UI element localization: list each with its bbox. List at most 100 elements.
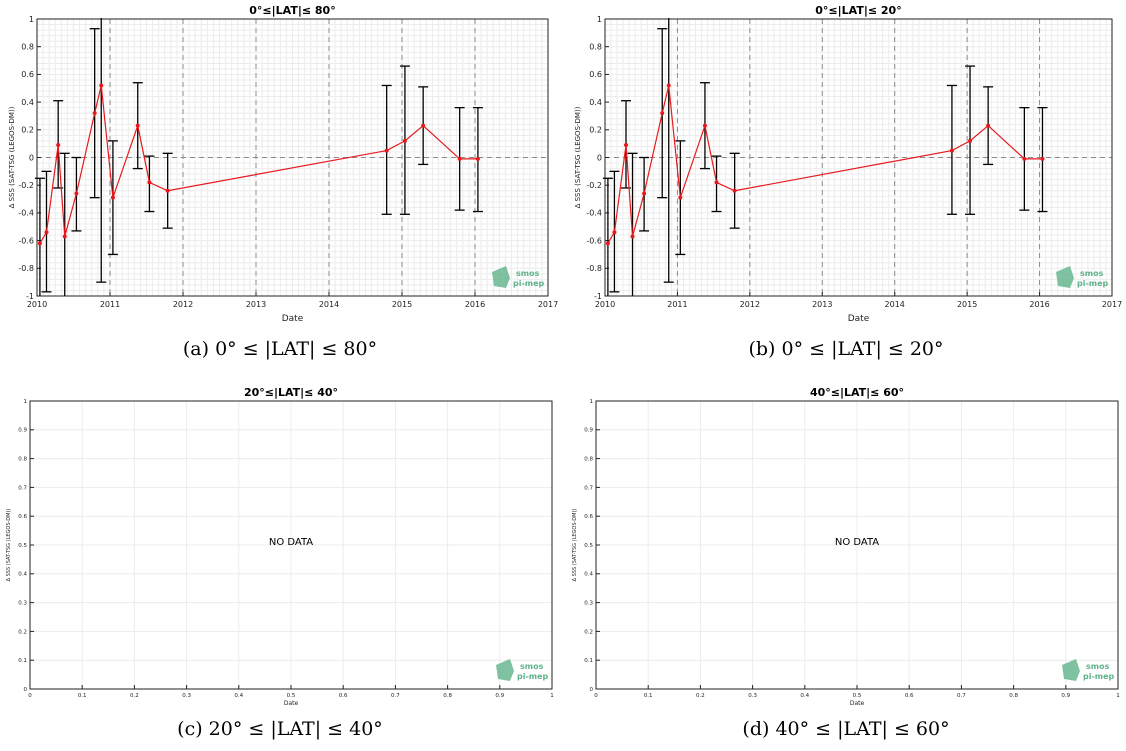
caption-b: (b) 0° ≤ |LAT| ≤ 20° xyxy=(748,338,944,360)
y-tick-label: 0.4 xyxy=(589,98,602,107)
data-point xyxy=(624,143,629,148)
x-tick-label: 0.4 xyxy=(234,693,243,699)
data-point xyxy=(986,123,991,128)
y-tick-label: 0.4 xyxy=(584,572,593,578)
data-point xyxy=(62,234,67,239)
y-tick-label: 0.4 xyxy=(18,572,27,578)
data-point xyxy=(99,83,104,88)
y-tick-label: 0.5 xyxy=(18,543,27,549)
y-tick-label: -0.8 xyxy=(18,264,34,273)
x-tick-label: 2011 xyxy=(100,300,120,309)
x-tick-label: 0.4 xyxy=(800,693,809,699)
svg-text:smos: smos xyxy=(1086,662,1110,671)
x-tick-label: 2017 xyxy=(1102,300,1122,309)
data-point xyxy=(457,156,462,161)
series-line xyxy=(607,85,1043,244)
x-tick-label: 2012 xyxy=(173,300,193,309)
chart-panel-c: 0 0.1 0.2 0.3 0.4 0.5 0.6 0.7 0.8 0.9 1 0 0.1 0.2 0.3 0… xyxy=(0,380,560,710)
y-tick-label: -0.2 xyxy=(18,181,34,190)
svg-text:pi-mep: pi-mep xyxy=(513,279,545,288)
y-tick-label: 1 xyxy=(597,15,602,24)
y-tick-label: 0.7 xyxy=(584,485,593,491)
x-tick-label: 2015 xyxy=(957,300,977,309)
y-tick-label: 0.6 xyxy=(589,70,602,79)
no-data-message: NO DATA xyxy=(269,537,313,548)
y-tick-label: -0.6 xyxy=(18,236,34,245)
x-tick-label: 2011 xyxy=(667,300,687,309)
chart-d-svg: 0 0.1 0.2 0.3 0.4 0.5 0.6 0.7 0.8 0.9 1 0 0.1 0.2 0.3 0… xyxy=(572,386,1120,707)
data-point xyxy=(1040,156,1045,161)
data-point xyxy=(135,123,140,128)
data-point xyxy=(642,191,647,196)
y-tick-label: 0.9 xyxy=(584,428,593,434)
y-axis-label: Δ SSS (SAT-TSG (LEGOS-DM)) xyxy=(574,106,582,208)
x-axis-label: Date xyxy=(284,700,299,707)
x-tick-label: 0 xyxy=(28,693,32,699)
no-data-message: NO DATA xyxy=(835,537,879,548)
x-tick-label: 0.5 xyxy=(287,693,296,699)
y-tick-label: 0.3 xyxy=(584,601,593,607)
x-tick-label: 2017 xyxy=(538,300,558,309)
svg-text:pi-mep: pi-mep xyxy=(1077,279,1109,288)
x-tick-label: 2012 xyxy=(740,300,760,309)
data-point xyxy=(612,230,617,235)
data-point xyxy=(384,148,389,153)
data-point xyxy=(714,180,719,185)
x-tick-label: 0.3 xyxy=(182,693,191,699)
x-tick-label: 0.3 xyxy=(748,693,757,699)
data-point xyxy=(92,111,97,116)
x-tick-label: 2010 xyxy=(595,300,615,309)
x-tick-label: 0.1 xyxy=(78,693,87,699)
y-tick-label: 0.6 xyxy=(18,514,27,520)
y-tick-label: 0 xyxy=(590,687,594,693)
x-tick-label: 2010 xyxy=(27,300,47,309)
chart-panel-b: 2010 2011 2012 2013 2014 2015 2016 2017 -1 -0.8 -0… xyxy=(566,0,1126,330)
data-point xyxy=(660,111,665,116)
y-tick-label: 0.6 xyxy=(21,70,34,79)
y-axis-label: Δ SSS (SAT-TSG (LEGOS-DM)) xyxy=(6,509,12,582)
logo-emblem xyxy=(1062,659,1080,681)
chart-a-svg: 2010 2011 2012 2013 2014 2015 2016 2017 -1 -0.8 -0… xyxy=(8,4,558,324)
data-point xyxy=(421,123,426,128)
svg-text:smos: smos xyxy=(516,269,540,278)
x-tick-label: 2014 xyxy=(885,300,905,309)
y-tick-label: 0.2 xyxy=(18,629,27,635)
y-tick-label: 0.2 xyxy=(21,126,34,135)
caption-d: (d) 40° ≤ |LAT| ≤ 60° xyxy=(742,718,950,740)
data-point xyxy=(165,188,170,193)
svg-text:smos: smos xyxy=(520,662,544,671)
y-tick-label: -0.2 xyxy=(586,181,602,190)
data-point xyxy=(44,230,49,235)
data-point xyxy=(1022,156,1027,161)
chart-title: 0°≤|LAT|≤ 80° xyxy=(249,4,335,17)
chart-title: 20°≤|LAT|≤ 40° xyxy=(244,386,338,399)
x-tick-label: 2015 xyxy=(392,300,412,309)
data-point xyxy=(475,156,480,161)
y-tick-label: 0.1 xyxy=(584,658,593,664)
chart-c-svg: 0 0.1 0.2 0.3 0.4 0.5 0.6 0.7 0.8 0.9 1 0 0.1 0.2 0.3 0… xyxy=(6,386,554,707)
y-tick-label: 0.5 xyxy=(584,543,593,549)
x-tick-label: 0.1 xyxy=(644,693,653,699)
x-tick-label: 1 xyxy=(1116,693,1120,699)
y-tick-label: 0.8 xyxy=(21,43,34,52)
y-tick-label: -0.4 xyxy=(18,209,34,218)
x-tick-label: 0.9 xyxy=(495,693,504,699)
data-point xyxy=(605,241,610,246)
data-point xyxy=(37,241,42,246)
x-tick-label: 2013 xyxy=(812,300,832,309)
x-tick-label: 2016 xyxy=(1029,300,1049,309)
x-axis-label: Date xyxy=(850,700,865,707)
data-point xyxy=(56,143,61,148)
x-tick-label: 2016 xyxy=(465,300,485,309)
y-tick-label: 1 xyxy=(29,15,34,24)
x-axis-label: Date xyxy=(848,314,870,324)
x-tick-label: 0.9 xyxy=(1061,693,1070,699)
y-tick-label: 0.3 xyxy=(18,601,27,607)
caption-a: (a) 0° ≤ |LAT| ≤ 80° xyxy=(182,338,378,360)
x-tick-label: 2014 xyxy=(319,300,339,309)
svg-text:pi-mep: pi-mep xyxy=(517,672,549,681)
svg-text:pi-mep: pi-mep xyxy=(1083,672,1115,681)
